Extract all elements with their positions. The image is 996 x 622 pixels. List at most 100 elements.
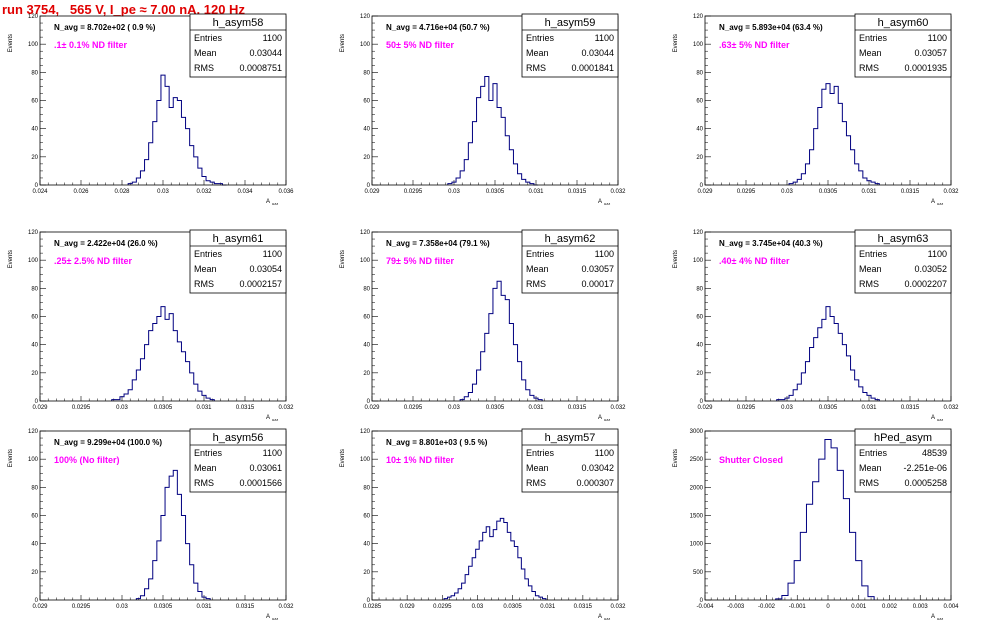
histogram-bar — [805, 164, 809, 185]
filter-label: .63± 5% ND filter — [719, 40, 790, 50]
histogram-bar — [789, 395, 793, 401]
histogram-bar — [149, 331, 153, 401]
filter-label: .1± 0.1% ND filter — [54, 40, 127, 50]
y-tick-label: 0 — [700, 183, 704, 189]
histogram-bar — [521, 569, 525, 600]
histogram-bar — [153, 324, 157, 401]
histogram-bar — [814, 338, 818, 401]
stats-mean-value: 0.03057 — [581, 264, 614, 274]
x-axis-label-sub: uzz — [937, 201, 943, 206]
histogram-bar — [851, 370, 855, 401]
histogram-bar — [834, 86, 838, 185]
stats-box-title: h_asym63 — [878, 233, 929, 245]
histogram-bar — [513, 164, 517, 185]
histogram-panel-h_asym63: Events 0.029 0.0295 0.03 0.0305 0.031 0.0315 0.… — [673, 229, 959, 422]
y-tick-label: 40 — [31, 542, 38, 548]
histogram-bar — [165, 86, 169, 185]
histogram-bar — [813, 482, 819, 600]
y-tick-label: 0 — [700, 399, 704, 405]
histogram-bar — [462, 583, 466, 600]
histogram-panel-h_asym58: Events 0.024 0.026 0.028 0.03 0.032 0.034 0.036… — [8, 13, 294, 206]
stats-rms-value: 0.0001841 — [571, 63, 614, 73]
histogram-bar — [862, 586, 868, 600]
histogram-bar — [822, 89, 826, 185]
y-tick-label: 20 — [696, 155, 703, 161]
histogram-bar — [842, 122, 846, 185]
histogram-bar — [485, 77, 489, 185]
x-tick-label: 0.0295 — [433, 604, 452, 610]
y-tick-label: 1500 — [690, 514, 704, 520]
y-tick-label: 60 — [696, 315, 703, 321]
histogram-bar — [818, 108, 822, 185]
stats-mean-label: Mean — [526, 48, 549, 58]
y-tick-label: 500 — [693, 570, 704, 576]
histogram-bar — [165, 487, 169, 600]
histogram-bar — [818, 328, 822, 401]
histogram-bar — [198, 168, 202, 185]
y-tick-label: 40 — [363, 542, 370, 548]
histogram-bar — [149, 579, 153, 600]
y-tick-label: 120 — [360, 230, 371, 236]
histogram-bar — [136, 370, 140, 401]
histogram-bar — [851, 150, 855, 185]
stats-rms-value: 0.00017 — [581, 279, 614, 289]
histogram-panel-hPed_asym: Events -0.004 -0.003 -0.002 -0.001 0 0.001 0.00… — [673, 428, 959, 621]
x-axis-label-main: A — [931, 614, 935, 620]
histogram-bar — [464, 397, 468, 401]
histogram-bar — [132, 380, 136, 401]
n-avg-label: N_avg = 2.422e+04 (26.0 %) — [54, 239, 158, 248]
histogram-bar — [186, 544, 190, 600]
y-tick-label: 60 — [31, 315, 38, 321]
y-tick-label: 100 — [28, 258, 39, 264]
histogram-bar — [493, 288, 497, 401]
x-tick-label: 0.0305 — [503, 604, 522, 610]
y-tick-label: 80 — [363, 286, 370, 292]
stats-entries-value: 1100 — [595, 33, 614, 43]
x-axis-label-sub: uzz — [937, 417, 943, 422]
y-tick-label: 60 — [696, 99, 703, 105]
y-tick-label: 120 — [28, 230, 39, 236]
histogram-bar — [867, 395, 871, 401]
n-avg-label: N_avg = 3.745e+04 (40.3 %) — [719, 239, 823, 248]
histogram-bar — [124, 394, 128, 401]
histogram-bar — [825, 439, 831, 600]
histogram-bar — [532, 592, 536, 600]
y-tick-label: 0 — [367, 399, 371, 405]
y-axis-label: Events — [340, 250, 346, 268]
y-tick-label: 100 — [693, 42, 704, 48]
y-tick-label: 120 — [360, 14, 371, 20]
y-tick-label: 100 — [360, 457, 371, 463]
y-tick-label: 100 — [28, 457, 39, 463]
histogram-bar — [198, 592, 202, 600]
histogram-bar — [528, 586, 532, 600]
histogram-outline — [776, 306, 880, 401]
histogram-bar — [830, 93, 834, 185]
x-tick-label: -0.003 — [727, 604, 745, 610]
x-tick-label: 0.0305 — [486, 189, 505, 195]
y-tick-label: 100 — [28, 42, 39, 48]
histogram-bar — [868, 597, 874, 600]
x-tick-label: 0.0305 — [819, 405, 838, 411]
y-axis-label: Events — [8, 250, 14, 268]
histogram-outline — [459, 280, 543, 401]
x-tick-label: -0.004 — [696, 604, 714, 610]
histogram-bar — [481, 86, 485, 185]
y-tick-label: 3000 — [690, 429, 704, 435]
histogram-bar — [181, 352, 185, 401]
stats-box — [854, 13, 952, 78]
y-axis-label: Events — [673, 449, 679, 467]
histogram-bar — [867, 181, 871, 185]
y-tick-label: 80 — [363, 70, 370, 76]
stats-box-title: h_asym56 — [213, 432, 264, 444]
stats-mean-value: 0.03054 — [249, 264, 282, 274]
histogram-bar — [493, 84, 497, 185]
stats-mean-value: 0.03042 — [581, 463, 614, 473]
y-tick-label: 80 — [31, 286, 38, 292]
histogram-bar — [455, 593, 459, 600]
histogram-bar — [810, 150, 814, 185]
stats-rms-value: 0.0002207 — [904, 279, 947, 289]
x-tick-label: 0.0295 — [72, 604, 91, 610]
stats-rms-label: RMS — [526, 279, 546, 289]
